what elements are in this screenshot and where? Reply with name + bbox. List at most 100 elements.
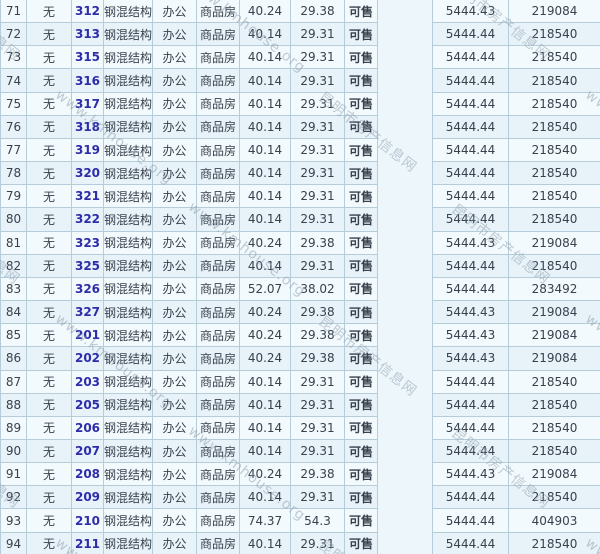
unit-number-link[interactable]: 207 [74,444,101,459]
unit-number-link[interactable]: 211 [74,536,101,551]
cell-usage: 办公 [152,115,197,139]
unit-number-link[interactable]: 319 [74,143,101,158]
table-row: 88 无 205 钢混结构 办公 商品房 40.14 29.31 可售 5444.44 218540 [0,393,600,417]
cell-total-price: 218540 [508,254,600,278]
cell-structure: 钢混结构 [103,485,153,510]
cell-attachment: 无 [26,370,72,394]
table-row: 86 无 202 钢混结构 办公 商品房 40.24 29.38 可售 5444.43 219084 [0,346,600,371]
unit-number-link[interactable]: 202 [74,351,101,366]
cell-seq: 82 [0,254,27,278]
cell-usage: 办公 [152,532,197,554]
cell-unit-price: 5444.44 [432,92,509,116]
cell-unit-price: 5444.44 [432,138,509,163]
unit-number-link[interactable]: 326 [74,281,101,296]
unit-number-link[interactable]: 312 [74,4,101,19]
cell-unit-number: 323 [71,231,104,255]
cell-sale-type: 商品房 [196,532,240,554]
cell-build-area: 40.14 [239,92,291,116]
unit-number-link[interactable]: 325 [74,258,101,273]
cell-usage: 办公 [152,184,197,209]
cell-total-price: 218540 [508,485,600,510]
cell-usage: 办公 [152,277,197,302]
unit-number-link[interactable]: 315 [74,50,101,65]
cell-structure: 钢混结构 [103,508,153,533]
cell-attachment: 无 [26,138,72,163]
cell-attachment: 无 [26,323,72,348]
unit-number-link[interactable]: 321 [74,189,101,204]
cell-unit-price: 5444.43 [432,231,509,255]
table-row: 81 无 323 钢混结构 办公 商品房 40.24 29.38 可售 5444.43 219084 [0,231,600,255]
cell-seq: 91 [0,462,27,487]
table-row: 75 无 317 钢混结构 办公 商品房 40.14 29.31 可售 5444.44 218540 [0,92,600,116]
cell-status: 可售 [344,300,378,325]
cell-structure: 钢混结构 [103,346,153,371]
table-row: 78 无 320 钢混结构 办公 商品房 40.14 29.31 可售 5444.44 218540 [0,161,600,186]
unit-number-link[interactable]: 323 [74,235,101,250]
cell-blank-merged [377,0,433,554]
cell-attachment: 无 [26,0,72,24]
unit-number-link[interactable]: 203 [74,374,101,389]
cell-inner-area: 29.38 [290,231,345,255]
cell-structure: 钢混结构 [103,207,153,232]
cell-unit-number: 326 [71,277,104,302]
unit-number-link[interactable]: 313 [74,27,101,42]
unit-number-link[interactable]: 206 [74,420,101,435]
unit-number-link[interactable]: 327 [74,305,101,320]
cell-build-area: 40.14 [239,161,291,186]
table-row: 79 无 321 钢混结构 办公 商品房 40.14 29.31 可售 5444.44 218540 [0,184,600,209]
cell-structure: 钢混结构 [103,532,153,554]
cell-unit-number: 327 [71,300,104,325]
cell-unit-price: 5444.44 [432,508,509,533]
cell-unit-price: 5444.43 [432,323,509,348]
cell-build-area: 52.07 [239,277,291,302]
cell-seq: 76 [0,115,27,139]
cell-attachment: 无 [26,115,72,139]
cell-structure: 钢混结构 [103,462,153,487]
unit-number-link[interactable]: 210 [74,513,101,528]
cell-inner-area: 29.31 [290,254,345,278]
cell-inner-area: 29.31 [290,370,345,394]
cell-seq: 90 [0,439,27,464]
cell-attachment: 无 [26,393,72,417]
cell-attachment: 无 [26,207,72,232]
table-row: 94 无 211 钢混结构 办公 商品房 40.14 29.31 可售 5444.44 218540 [0,532,600,554]
cell-usage: 办公 [152,393,197,417]
unit-number-link[interactable]: 320 [74,166,101,181]
cell-usage: 办公 [152,485,197,510]
cell-usage: 办公 [152,323,197,348]
cell-unit-price: 5444.44 [432,277,509,302]
unit-number-link[interactable]: 318 [74,119,101,134]
cell-seq: 74 [0,68,27,93]
unit-number-link[interactable]: 208 [74,467,101,482]
table-row: 74 无 316 钢混结构 办公 商品房 40.14 29.31 可售 5444.44 218540 [0,68,600,93]
unit-number-link[interactable]: 317 [74,96,101,111]
cell-attachment: 无 [26,45,72,70]
unit-number-link[interactable]: 205 [74,397,101,412]
cell-total-price: 219084 [508,300,600,325]
cell-status: 可售 [344,207,378,232]
unit-number-link[interactable]: 201 [74,328,101,343]
cell-unit-number: 209 [71,485,104,510]
cell-inner-area: 29.38 [290,462,345,487]
cell-total-price: 218540 [508,161,600,186]
cell-seq: 86 [0,346,27,371]
cell-seq: 72 [0,22,27,47]
cell-sale-type: 商品房 [196,115,240,139]
table-row: 83 无 326 钢混结构 办公 商品房 52.07 38.02 可售 5444.44 283492 [0,277,600,302]
unit-number-link[interactable]: 316 [74,73,101,88]
cell-unit-price: 5444.43 [432,462,509,487]
cell-sale-type: 商品房 [196,68,240,93]
cell-seq: 81 [0,231,27,255]
unit-number-link[interactable]: 209 [74,490,101,505]
cell-seq: 77 [0,138,27,163]
cell-seq: 85 [0,323,27,348]
cell-unit-number: 211 [71,532,104,554]
cell-build-area: 40.14 [239,485,291,510]
cell-unit-number: 325 [71,254,104,278]
cell-total-price: 218540 [508,138,600,163]
cell-usage: 办公 [152,462,197,487]
unit-number-link[interactable]: 322 [74,212,101,227]
cell-total-price: 219084 [508,231,600,255]
